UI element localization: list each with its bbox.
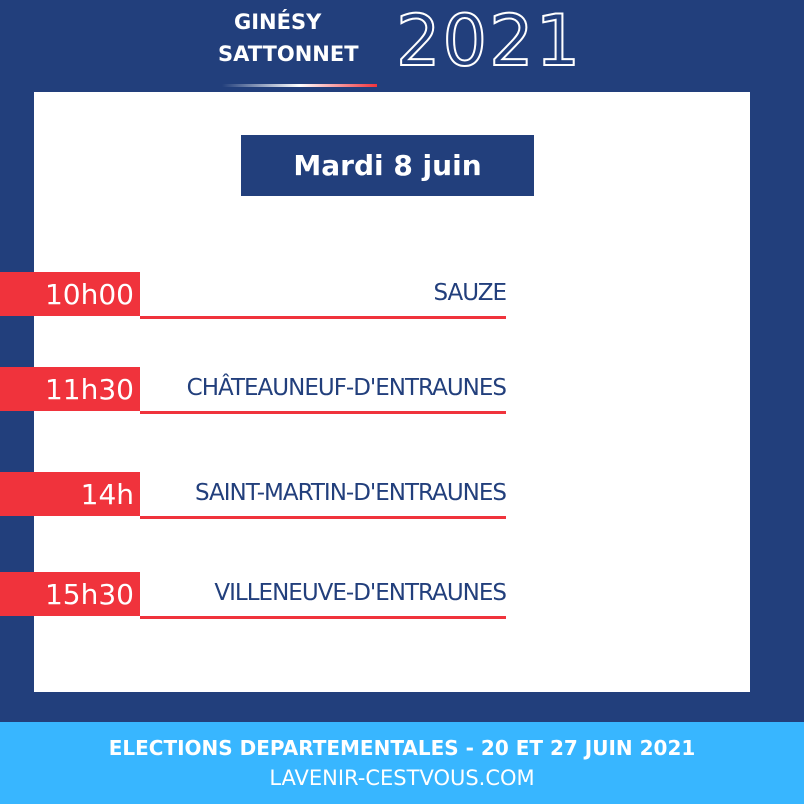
event-time: 15h30 xyxy=(0,572,140,616)
event-place: SAINT-MARTIN-D'ENTRAUNES xyxy=(195,480,507,506)
event-time: 10h00 xyxy=(0,272,140,316)
day: Mardi 8 juin xyxy=(241,135,534,196)
event-place: SAUZE xyxy=(433,280,507,306)
event-rule xyxy=(140,316,506,319)
event-rule xyxy=(140,516,506,519)
event-time: 11h30 xyxy=(0,367,140,411)
event-time: 14h xyxy=(0,472,140,516)
event-rule xyxy=(140,411,506,414)
name-line2: SATTONNET xyxy=(218,42,359,66)
footer-line2: LAVENIR-CESTVOUS.COM xyxy=(269,766,535,790)
footer-line1: ELECTIONS DEPARTEMENTALES - 20 ET 27 JUI… xyxy=(108,736,696,760)
footer: ELECTIONS DEPARTEMENTALES - 20 ET 27 JUI… xyxy=(0,722,804,804)
event-rule xyxy=(140,616,506,619)
name-line1: GINÉSY xyxy=(234,10,322,34)
event-place: CHÂTEAUNEUF-D'ENTRAUNES xyxy=(186,375,507,401)
flag-stripe xyxy=(222,84,377,87)
event-place: VILLENEUVE-D'ENTRAUNES xyxy=(214,580,507,606)
year: 2021 xyxy=(395,0,583,83)
